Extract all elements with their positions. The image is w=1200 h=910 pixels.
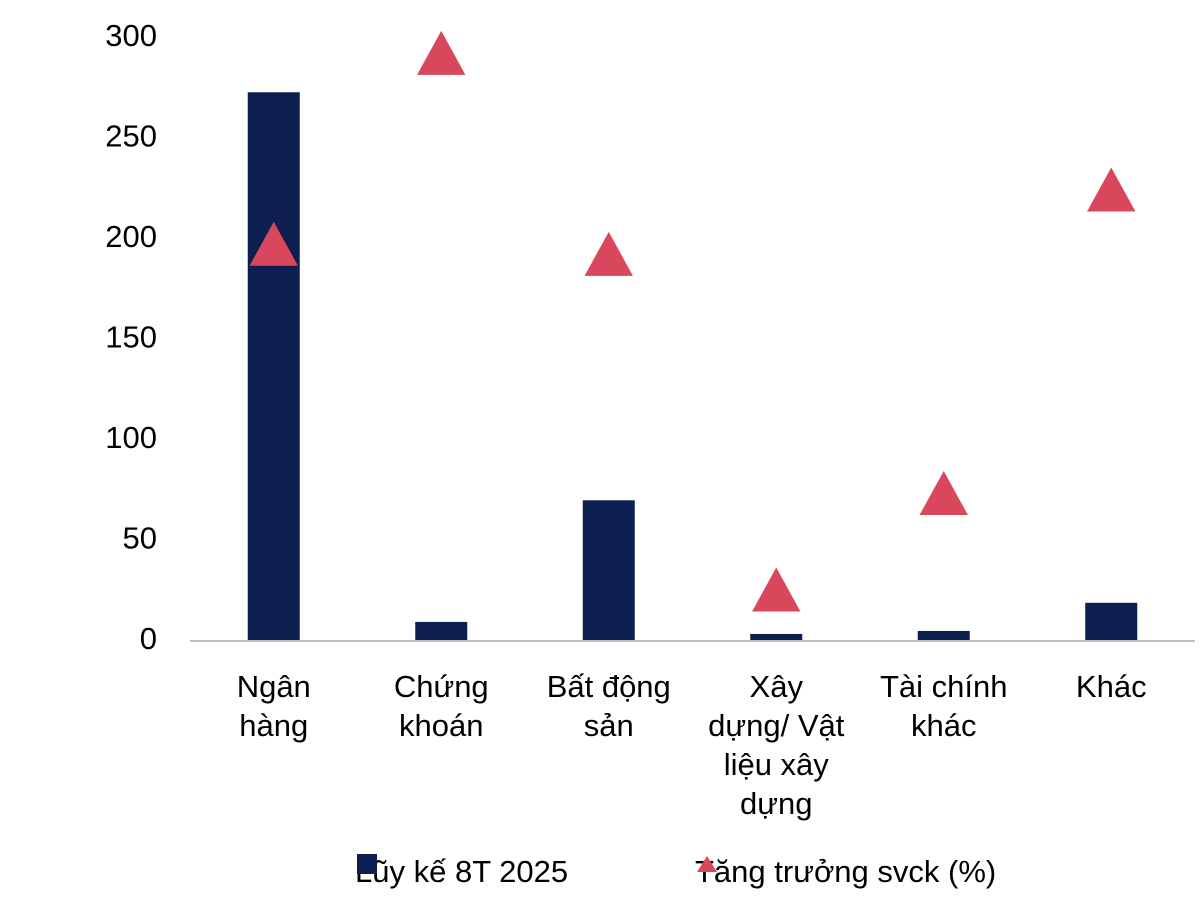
legend-label: Tăng trưởng svck (%) bbox=[695, 854, 997, 889]
bar bbox=[750, 633, 803, 641]
x-tick-label: Bất động sản bbox=[546, 669, 671, 743]
triangle-marker bbox=[1087, 167, 1136, 212]
triangle-marker bbox=[584, 231, 633, 276]
x-tick-label: Tài chính khác bbox=[879, 669, 1008, 743]
y-tick-label: 250 bbox=[105, 119, 157, 154]
triangle-marker bbox=[919, 471, 968, 516]
x-tick-label: Ngân hàng bbox=[236, 669, 311, 743]
triangle-marker bbox=[752, 567, 801, 612]
bar bbox=[415, 621, 468, 641]
triangle-marker bbox=[249, 221, 298, 266]
legend-swatch bbox=[697, 856, 717, 872]
legend-label: Lũy kế 8T 2025 bbox=[355, 854, 569, 889]
bar bbox=[247, 92, 300, 641]
y-tick-label: 50 bbox=[123, 521, 157, 556]
legend-item: Tăng trưởng svck (%) bbox=[695, 852, 996, 892]
y-tick-label: 200 bbox=[105, 219, 157, 254]
y-tick-label: 0 bbox=[140, 621, 157, 656]
y-tick-label: 100 bbox=[105, 420, 157, 455]
x-tick-label: Xây dựng/ Vật liệu xây dựng bbox=[708, 669, 845, 821]
bar bbox=[582, 500, 635, 641]
legend-swatch bbox=[357, 854, 377, 874]
x-tick-label: Chứng khoán bbox=[393, 669, 489, 743]
bar bbox=[917, 630, 970, 641]
bar bbox=[1085, 602, 1138, 641]
y-tick-label: 150 bbox=[105, 320, 157, 355]
legend-item: Lũy kế 8T 2025 bbox=[355, 852, 568, 892]
triangle-marker bbox=[417, 30, 466, 75]
y-tick-label: 300 bbox=[105, 18, 157, 53]
x-tick-label: Khác bbox=[1075, 669, 1147, 704]
